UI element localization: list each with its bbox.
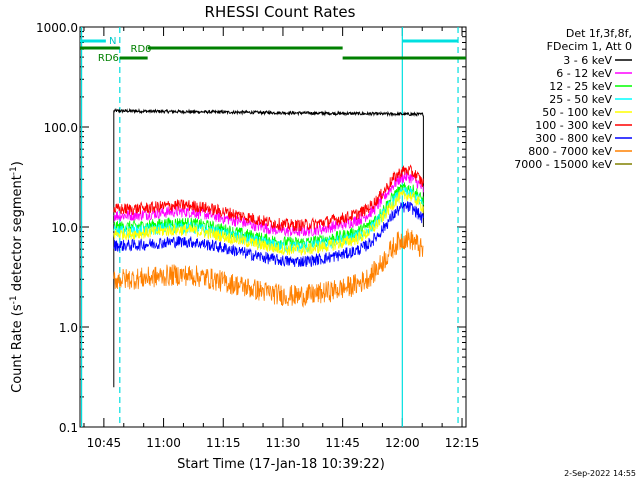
x-axis-label: Start Time (17-Jan-18 10:39:22) <box>177 457 385 472</box>
y-tick-label: 1.0 <box>59 321 78 335</box>
series-line-6 <box>113 164 424 232</box>
x-tick-label: 12:00 <box>385 436 420 450</box>
legend-header-line-1: Det 1f,3f,8f, <box>566 27 632 40</box>
x-tick-label: 11:30 <box>266 436 301 450</box>
series-line-1 <box>113 107 424 388</box>
legend-header-line-2: FDecim 1, Att 0 <box>547 40 632 53</box>
y-tick-label: 100.0 <box>44 121 78 135</box>
legend-entry-label: 300 - 800 keV <box>535 132 612 145</box>
rd6-flag-label: RD6 <box>98 53 119 64</box>
legend-entry-label: 25 - 50 keV <box>549 93 612 106</box>
x-tick-label: 11:15 <box>206 436 241 450</box>
legend-entry-label: 12 - 25 keV <box>549 80 612 93</box>
legend-entry-label: 3 - 6 keV <box>563 54 612 67</box>
legend-entry-label: 800 - 7000 keV <box>528 145 612 158</box>
chart-title: RHESSI Count Rates <box>205 3 356 21</box>
rd0-flag-label: RD0 <box>131 44 152 55</box>
svg-text:Count Rate (s-1 detector segme: Count Rate (s-1 detector segment-1) <box>9 161 25 393</box>
footer-date: 2-Sep-2022 14:55 <box>564 469 636 478</box>
x-tick-label: 11:45 <box>325 436 360 450</box>
plot-area: 0.1 1.0 10.0 100.0 1000.0 10:45 11:00 11:15 11:3… <box>36 21 479 450</box>
series-line-8 <box>113 228 424 308</box>
x-tick-label: 12:15 <box>445 436 480 450</box>
series-line-5 <box>113 189 424 256</box>
legend-entry-label: 6 - 12 keV <box>556 67 612 80</box>
y-tick-label: 0.1 <box>59 421 78 435</box>
legend-entry-label: 50 - 100 keV <box>542 106 612 119</box>
legend-entry-label: 100 - 300 keV <box>535 119 612 132</box>
n-flag-label: N <box>109 36 116 47</box>
legend-entry-label: 7000 - 15000 keV <box>514 158 612 171</box>
y-axis-label: Count Rate (s-1 detector segment-1) <box>9 161 25 393</box>
x-tick-label: 11:00 <box>146 436 181 450</box>
y-tick-label: 10.0 <box>51 221 78 235</box>
x-tick-label: 10:45 <box>87 436 122 450</box>
y-tick-label: 1000.0 <box>36 21 78 35</box>
series-line-7 <box>113 201 424 268</box>
